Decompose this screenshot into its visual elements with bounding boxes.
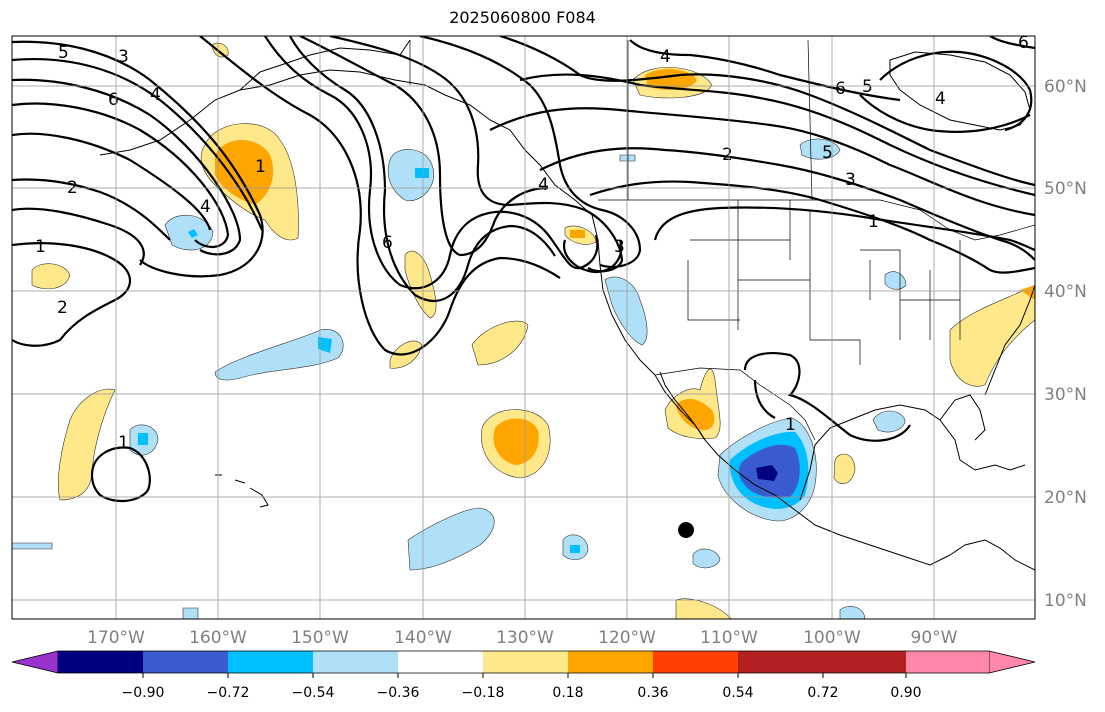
colorbar-tick-label: −0.72 xyxy=(207,685,250,701)
map-content: 5 3 4 6 2 1 2 4 1 6 3 4 2 6 5 4 5 3 1 1 … xyxy=(12,33,1035,619)
lon-label: 140°W xyxy=(394,628,452,648)
lon-label: 120°W xyxy=(598,628,656,648)
colorbar-tick-label: 0.18 xyxy=(552,685,583,701)
contour-label: 1 xyxy=(255,157,266,177)
contour-label: 2 xyxy=(722,145,733,165)
contour-label: 4 xyxy=(200,197,211,217)
colorbar-segment xyxy=(398,651,483,673)
colorbar-extend-high xyxy=(988,650,1036,674)
storm-marker xyxy=(678,522,694,538)
contour-label: 5 xyxy=(58,43,69,63)
contour-label: 5 xyxy=(822,143,833,163)
contour-label: 6 xyxy=(382,233,393,253)
contour-label: 3 xyxy=(845,170,856,190)
colorbar-tick-label: −0.36 xyxy=(377,685,420,701)
contour-label: 3 xyxy=(614,237,625,257)
lat-label: 10°N xyxy=(1044,591,1087,611)
map-frame xyxy=(11,35,1036,620)
colorbar-tick-label: −0.18 xyxy=(462,685,505,701)
colorbar-segment xyxy=(143,651,228,673)
contour-label: 1 xyxy=(35,237,46,257)
anomaly-positive-east-us xyxy=(949,284,1035,387)
colorbar-segment xyxy=(823,651,906,673)
colorbar-segment xyxy=(568,651,653,673)
colorbar-tick-labels: −0.90 −0.72 −0.54 −0.36 −0.18 0.18 0.36 … xyxy=(122,685,922,701)
colorbar-tick-label: 0.54 xyxy=(722,685,753,701)
colorbar-segment xyxy=(653,651,738,673)
contour-labels: 5 3 4 6 2 1 2 4 1 6 3 4 2 6 5 4 5 3 1 1 … xyxy=(35,33,1029,453)
colorbar-segment xyxy=(483,651,568,673)
gridlines xyxy=(12,36,1035,619)
shaded-anomaly-fields xyxy=(12,42,1035,619)
contour-label: 6 xyxy=(835,79,846,99)
contour-label: 6 xyxy=(108,90,119,110)
anomaly-positive-130w-north xyxy=(471,320,529,366)
lat-label: 20°N xyxy=(1044,488,1087,508)
contour-label: 2 xyxy=(57,298,68,318)
colorbar-tick-label: −0.90 xyxy=(122,685,165,701)
contour-label: 4 xyxy=(150,85,161,105)
lat-label: 40°N xyxy=(1044,282,1087,302)
colorbar-ticks xyxy=(142,673,907,678)
colorbar-segment xyxy=(58,651,143,673)
colorbar-tick-label: −0.54 xyxy=(292,685,335,701)
contour-label: 4 xyxy=(935,89,946,109)
contour-label: 4 xyxy=(660,47,671,67)
colorbar-extend-low xyxy=(11,650,59,674)
lon-label: 110°W xyxy=(700,628,758,648)
coastlines xyxy=(99,39,1035,571)
lat-label: 50°N xyxy=(1044,179,1087,199)
lon-label: 90°W xyxy=(911,628,958,648)
contour-label: 1 xyxy=(868,212,879,232)
lon-label: 100°W xyxy=(803,628,861,648)
contour-label: 5 xyxy=(862,77,873,97)
colorbar-tick-label: 0.90 xyxy=(890,685,921,701)
contour-label: 4 xyxy=(538,175,549,195)
lat-label: 60°N xyxy=(1044,77,1087,97)
longitude-labels: 170°W 160°W 150°W 140°W 130°W 120°W 110°… xyxy=(87,628,958,648)
lon-label: 130°W xyxy=(496,628,554,648)
contour-label: 1 xyxy=(118,433,129,453)
colorbar-segment xyxy=(906,651,989,673)
contour-label: 6 xyxy=(1018,33,1029,53)
lon-label: 170°W xyxy=(87,628,145,648)
colorbar-tick-label: 0.36 xyxy=(637,685,668,701)
anomaly-negative-150w xyxy=(214,328,344,381)
colorbar xyxy=(11,650,1036,674)
colorbar-tick-label: 0.72 xyxy=(807,685,838,701)
colorbar-segment xyxy=(313,651,398,673)
lon-label: 150°W xyxy=(291,628,349,648)
map-title: 2025060800 F084 xyxy=(449,8,596,27)
height-contours xyxy=(12,36,1035,503)
lat-label: 30°N xyxy=(1044,385,1087,405)
contour-label: 3 xyxy=(118,47,129,67)
lon-label: 160°W xyxy=(189,628,247,648)
colorbar-segment xyxy=(738,651,823,673)
contour-label: 1 xyxy=(785,415,796,435)
colorbar-segment xyxy=(228,651,313,673)
latitude-labels: 10°N 20°N 30°N 40°N 50°N 60°N xyxy=(1044,77,1087,611)
